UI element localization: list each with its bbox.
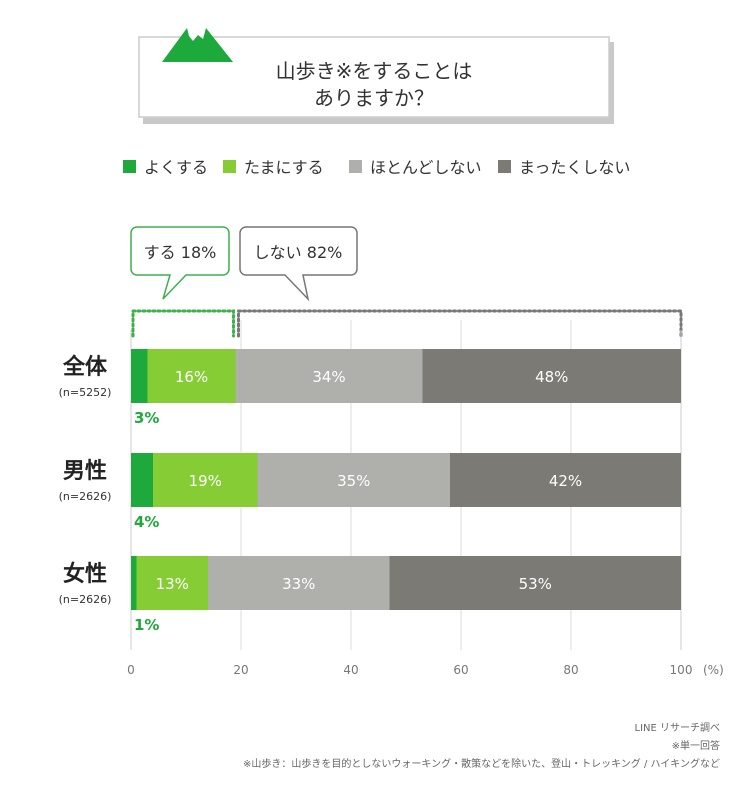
bar-segment-1-1: [131, 349, 148, 403]
x-tick-2: 20: [233, 663, 248, 677]
x-tick-6: 100: [670, 663, 693, 677]
group-sample-1: (n=5252): [59, 386, 112, 399]
bar-segment-3-3: [208, 556, 390, 610]
x-tick-5: 80: [563, 663, 578, 677]
x-tick-1: 0: [127, 663, 135, 677]
callout-dont-label: しない 82%: [254, 243, 343, 262]
footnote-definition: ※山歩き：山歩きを目的としないウォーキング・散策などを除いた、登山・トレッキング…: [243, 757, 720, 770]
mountain-icon: [162, 28, 233, 62]
data-label-2-4: 42%: [549, 472, 582, 490]
x-unit-label: (%): [703, 663, 724, 677]
footnote-single-answer: ※単一回答: [672, 739, 720, 752]
bars: 全体 (n=5252) 3% 16% 34% 48% 男性 (n=2626) 4% 19% 35% 4…: [59, 349, 681, 634]
legend-label-2: たまにする: [244, 158, 324, 177]
title-line-2: ありますか？: [314, 86, 434, 110]
callout-do: する 18%: [130, 226, 230, 300]
x-tick-3: 40: [343, 663, 358, 677]
x-axis: 0 20 40 60 80 100 (%): [127, 663, 724, 677]
data-label-2-3: 35%: [337, 472, 370, 490]
title-box: 山歩き※をすることは ありますか？: [138, 28, 614, 124]
legend-swatch-2: [223, 160, 236, 173]
group-sample-2: (n=2626): [59, 490, 112, 503]
callout-dont: しない 82%: [239, 226, 358, 302]
title-line-1: 山歩き※をすることは: [276, 59, 473, 83]
bar-segment-1-3: [235, 349, 423, 403]
data-label-1-1: 3%: [134, 409, 159, 427]
legend-swatch-4: [498, 160, 511, 173]
bracket-dont: [237, 309, 683, 340]
data-label-1-4: 48%: [535, 368, 568, 386]
data-label-1-3: 34%: [312, 368, 345, 386]
legend: よくする たまにする ほとんどしない まったくしない: [123, 158, 630, 177]
range-brackets: [131, 309, 683, 340]
bar-segment-2-1: [131, 453, 153, 507]
bracket-do: [131, 309, 235, 338]
legend-label-3: ほとんどしない: [370, 158, 482, 177]
bar-segment-3-1: [131, 556, 137, 610]
bar-segment-1-4: [422, 349, 681, 403]
footnotes: LINE リサーチ調べ ※単一回答 ※山歩き：山歩きを目的としないウォーキング・…: [243, 721, 720, 770]
group-label-2: 男性: [63, 459, 107, 484]
legend-swatch-3: [349, 160, 362, 173]
bar-segment-2-4: [450, 453, 681, 507]
data-label-1-2: 16%: [175, 368, 208, 386]
group-sample-3: (n=2626): [59, 593, 112, 606]
data-label-3-1: 1%: [134, 616, 159, 634]
group-label-1: 全体: [62, 354, 108, 380]
x-tick-4: 60: [453, 663, 468, 677]
data-label-2-1: 4%: [134, 513, 159, 531]
data-label-3-2: 13%: [156, 575, 189, 593]
data-label-2-2: 19%: [189, 472, 222, 490]
legend-label-4: まったくしない: [519, 158, 630, 177]
legend-label-1: よくする: [144, 158, 208, 177]
bar-segment-3-2: [136, 556, 208, 610]
data-label-3-4: 53%: [519, 575, 552, 593]
bar-segment-1-2: [147, 349, 236, 403]
group-label-3: 女性: [63, 561, 107, 587]
data-label-3-3: 33%: [282, 575, 315, 593]
callout-do-label: する 18%: [144, 243, 217, 262]
footnote-source: LINE リサーチ調べ: [635, 721, 721, 734]
legend-swatch-1: [123, 160, 136, 173]
bar-segment-2-2: [153, 453, 258, 507]
bar-segment-2-3: [257, 453, 450, 507]
bar-segment-3-4: [389, 556, 681, 610]
